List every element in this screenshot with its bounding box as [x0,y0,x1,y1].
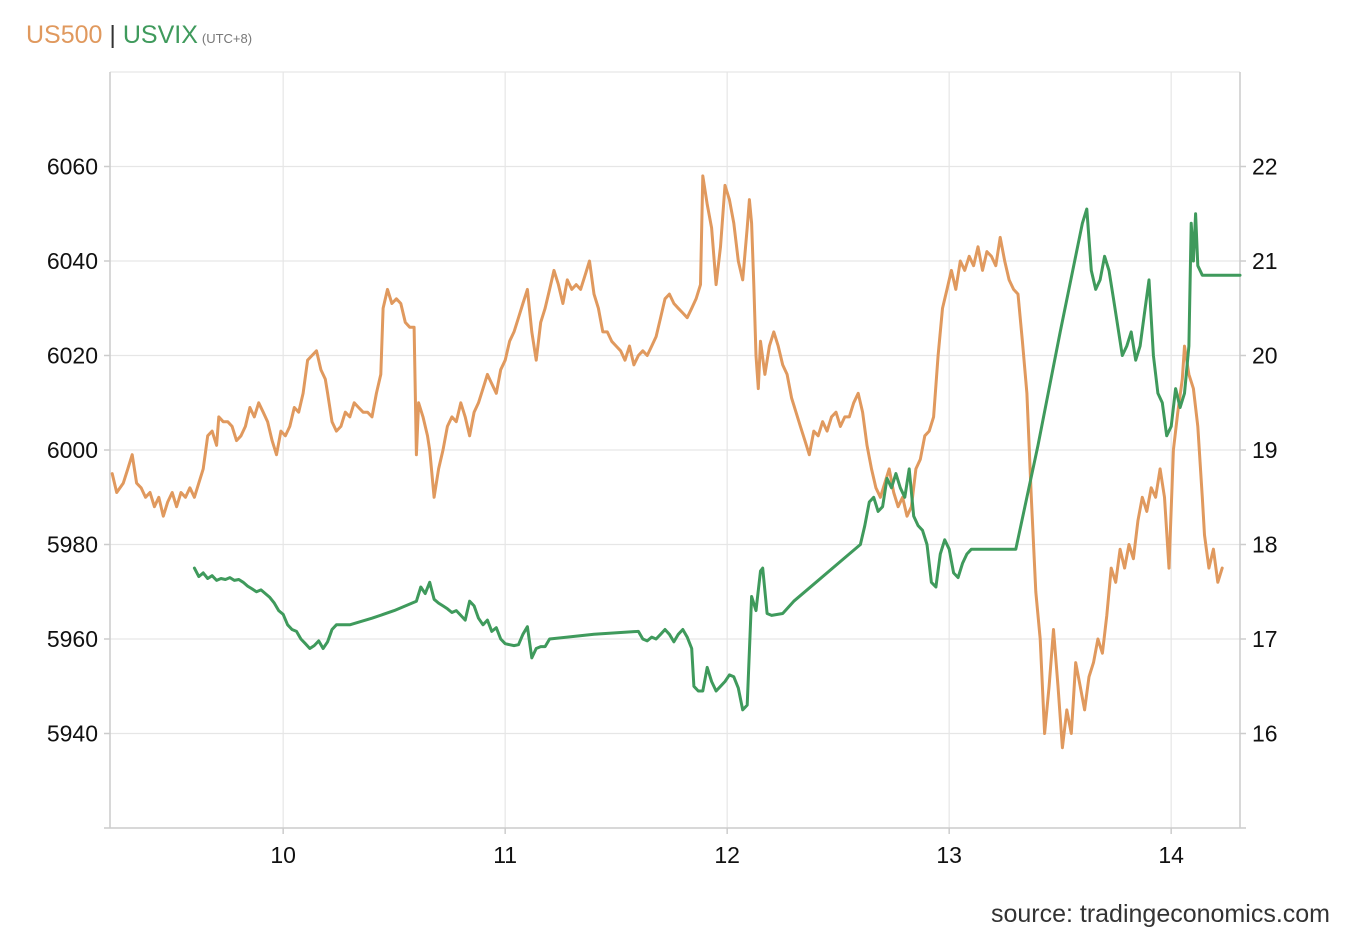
title-series2: USVIX [122,21,198,49]
series-line-us500 [110,174,1224,750]
series-lines [110,174,1242,750]
title-timezone: (UTC+8) [201,31,253,46]
right-tick-label: 17 [1252,626,1278,652]
left-tick-label: 5960 [47,626,98,652]
tick-labels: 5940 5960 5980 6000 6020 6040 6060 16 17 18 19 20 21… [47,154,1278,869]
x-tick-label: 14 [1158,842,1184,868]
chart-title: US500 | USVIX (UTC+8) [26,20,252,54]
title-series1: US500 [26,21,103,49]
left-tick-label: 5980 [47,532,98,558]
left-tick-label: 6020 [47,343,98,369]
right-tick-label: 21 [1252,248,1278,274]
left-tick-label: 6000 [47,437,98,463]
x-tick-label: 12 [714,842,740,868]
right-tick-label: 22 [1252,154,1278,180]
title-separator: | [109,21,116,49]
x-tick-label: 10 [270,842,296,868]
right-tick-label: 20 [1252,343,1278,369]
left-tick-label: 6060 [47,154,98,180]
right-tick-label: 16 [1252,721,1278,747]
x-tick-label: 13 [936,842,962,868]
grid-lines [110,71,1240,828]
axes [104,72,1246,834]
source-credit: source: tradingeconomics.com [990,900,1330,928]
left-tick-label: 6040 [47,248,98,274]
x-tick-label: 11 [493,842,517,868]
series-line-usvix [192,207,1242,712]
right-tick-label: 18 [1252,532,1278,558]
left-tick-label: 5940 [47,721,98,747]
right-tick-label: 19 [1252,437,1278,463]
